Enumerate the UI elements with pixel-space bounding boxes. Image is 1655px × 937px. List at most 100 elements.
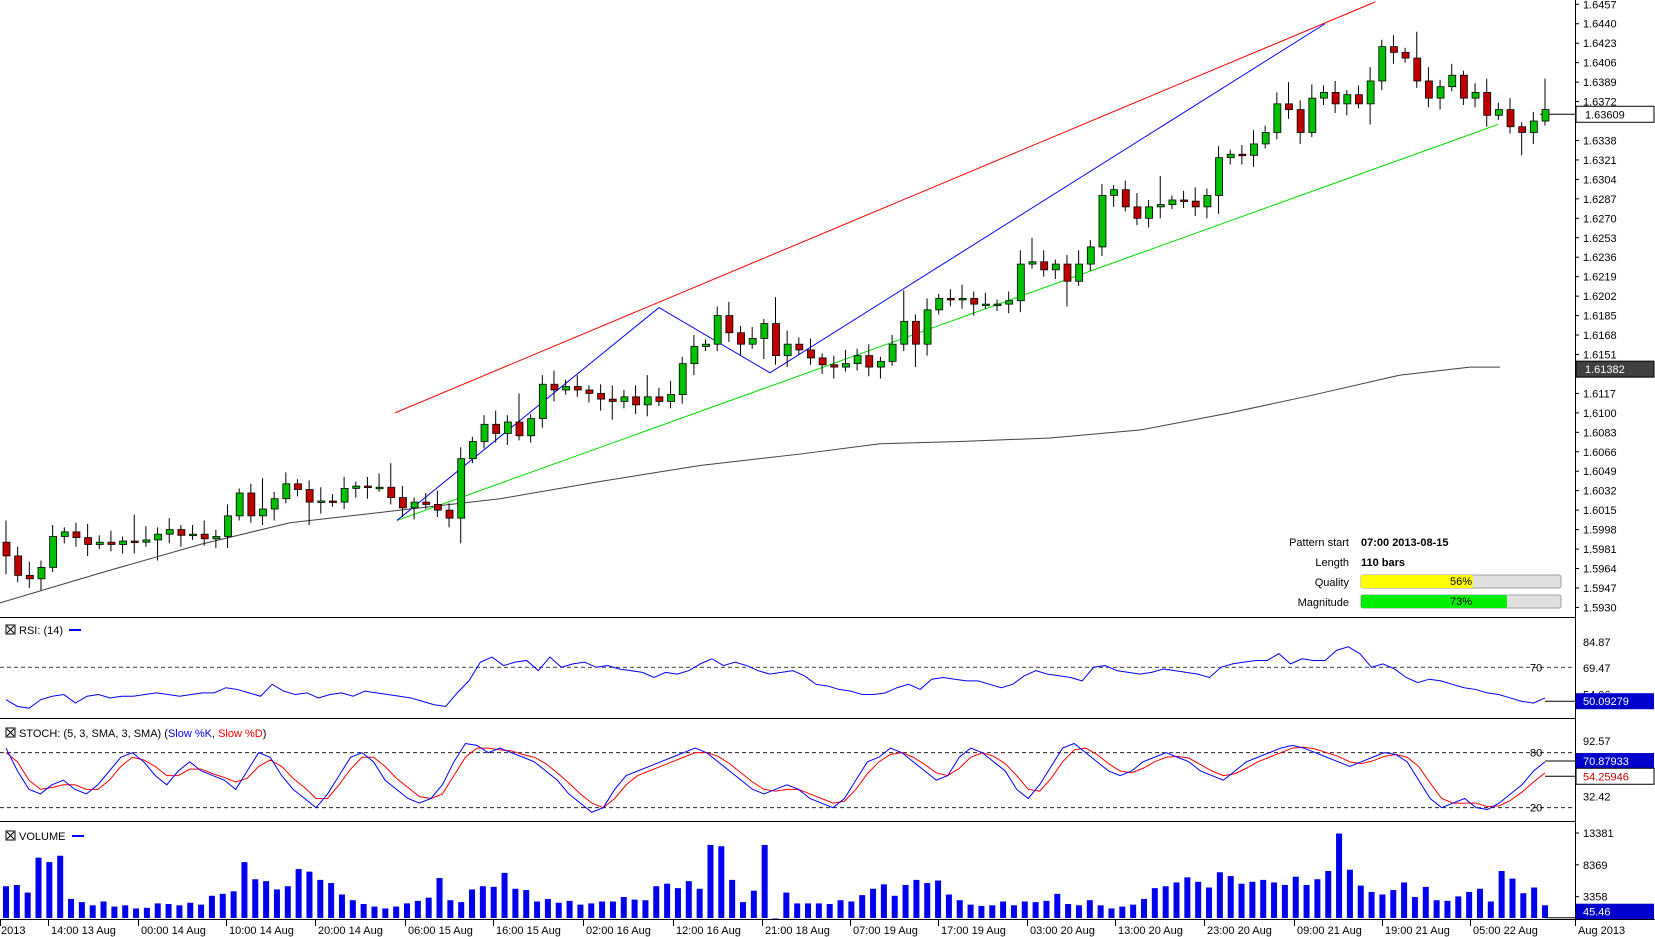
time-axis: 2013 14:00 13 Aug 00:00 14 Aug 10:00 14 Aug… xyxy=(0,920,1625,937)
volume-bar xyxy=(739,902,746,918)
time-tick-label: 06:00 15 Aug xyxy=(408,925,473,937)
candle-body xyxy=(597,393,606,400)
candle-body xyxy=(37,566,46,580)
candle-body xyxy=(1378,46,1387,82)
volume-bar xyxy=(1487,901,1494,918)
volume-bar xyxy=(815,903,822,918)
stoch-title: STOCH: (5, 3, SMA, 3, SMA) (Slow %K, Slo… xyxy=(19,728,266,740)
candle-body xyxy=(1215,157,1223,196)
candle-body xyxy=(1168,199,1177,205)
time-tick-label: 02:00 16 Aug xyxy=(586,925,651,937)
candle-body xyxy=(1506,109,1515,128)
price-tick-label: 1.5947 xyxy=(1583,583,1617,595)
stoch-k-line xyxy=(5,742,1546,813)
candle-body xyxy=(130,540,139,543)
support-line xyxy=(396,123,1499,521)
price-tick-label: 1.6423 xyxy=(1583,38,1617,50)
price-tick-label: 1.6219 xyxy=(1583,272,1617,284)
candle-body xyxy=(60,531,69,537)
volume-bar xyxy=(1346,869,1353,918)
volume-bar xyxy=(360,904,367,918)
volume-bar xyxy=(805,903,812,918)
volume-bar xyxy=(1130,904,1137,918)
candle-body xyxy=(259,508,267,517)
volume-bar xyxy=(729,879,736,918)
volume-bar xyxy=(382,908,389,918)
candle-body xyxy=(2,541,11,557)
volume-bar xyxy=(263,881,270,918)
candle-body xyxy=(457,458,466,519)
candle-body xyxy=(678,363,687,395)
volume-bar xyxy=(1000,901,1007,918)
candle-body xyxy=(550,383,559,391)
volume-bar xyxy=(469,889,476,918)
price-tick-label: 1.6168 xyxy=(1583,330,1617,342)
candle-body xyxy=(189,533,197,537)
stoch-d-line xyxy=(5,746,1546,809)
volume-close-icon[interactable] xyxy=(6,831,15,840)
candle-body xyxy=(1320,92,1328,99)
volume-bar xyxy=(1140,898,1147,918)
volume-bar xyxy=(772,918,779,919)
candle-body xyxy=(72,531,81,539)
candle-body xyxy=(655,396,664,402)
volume-bar xyxy=(1379,894,1386,918)
volume-tick-label: 13381 xyxy=(1583,828,1614,840)
volume-bar xyxy=(609,901,616,918)
price-tick-label: 1.6440 xyxy=(1583,19,1617,31)
volume-bar xyxy=(989,905,996,918)
candle-body xyxy=(1156,204,1165,208)
volume-current-tag xyxy=(1576,903,1654,920)
volume-bar xyxy=(794,903,801,918)
volume-title: VOLUME xyxy=(19,831,65,843)
volume-bar xyxy=(208,895,215,918)
candle-body xyxy=(480,423,489,442)
candle-body xyxy=(305,489,314,503)
price-tick-label: 1.6270 xyxy=(1583,213,1617,225)
volume-bar xyxy=(1021,901,1028,918)
candle-body xyxy=(1110,189,1119,196)
rsi-current-value: 50.09279 xyxy=(1583,696,1629,708)
volume-bar xyxy=(13,884,20,918)
candle-body xyxy=(527,418,536,437)
candle-body xyxy=(154,533,162,541)
candle-body xyxy=(807,349,815,359)
quality-label: Quality xyxy=(1315,577,1350,589)
volume-bar xyxy=(414,900,421,918)
volume-bar xyxy=(1086,900,1093,918)
candle-body xyxy=(1250,143,1258,156)
candle-body xyxy=(84,537,93,545)
volume-bar xyxy=(631,899,638,918)
candle-body xyxy=(608,398,617,402)
candle-body xyxy=(632,396,640,406)
stoch-k-tag xyxy=(1576,753,1654,770)
rsi-line xyxy=(5,646,1546,709)
volume-bar xyxy=(1336,833,1343,918)
price-tick-label: 1.5998 xyxy=(1583,525,1617,537)
candle-body xyxy=(95,541,104,545)
time-tick-label: 00:00 14 Aug xyxy=(141,925,206,937)
candle-body xyxy=(294,483,302,490)
candle-body xyxy=(119,540,127,545)
candle-body xyxy=(981,303,990,307)
stoch-k-label: Slow %K xyxy=(168,728,213,740)
stoch-close-icon[interactable] xyxy=(6,728,15,737)
volume-bar xyxy=(1390,890,1397,918)
candle-body xyxy=(1226,153,1235,159)
volume-bar xyxy=(599,901,606,918)
rsi-close-icon[interactable] xyxy=(6,625,15,634)
candle-body xyxy=(737,332,745,345)
candle-body xyxy=(1518,126,1527,133)
price-axis: 1.64571.64401.64231.64061.63891.63721.63… xyxy=(1575,0,1655,614)
volume-bar xyxy=(284,886,291,918)
volume-bar xyxy=(1520,893,1527,918)
candle-body xyxy=(1005,300,1014,305)
candle-body xyxy=(1494,109,1503,116)
volume-bar xyxy=(1260,879,1267,918)
candle-body xyxy=(1086,246,1095,265)
candle-body xyxy=(970,298,979,305)
price-tick-label: 1.6372 xyxy=(1583,97,1617,109)
volume-bar xyxy=(501,872,508,918)
